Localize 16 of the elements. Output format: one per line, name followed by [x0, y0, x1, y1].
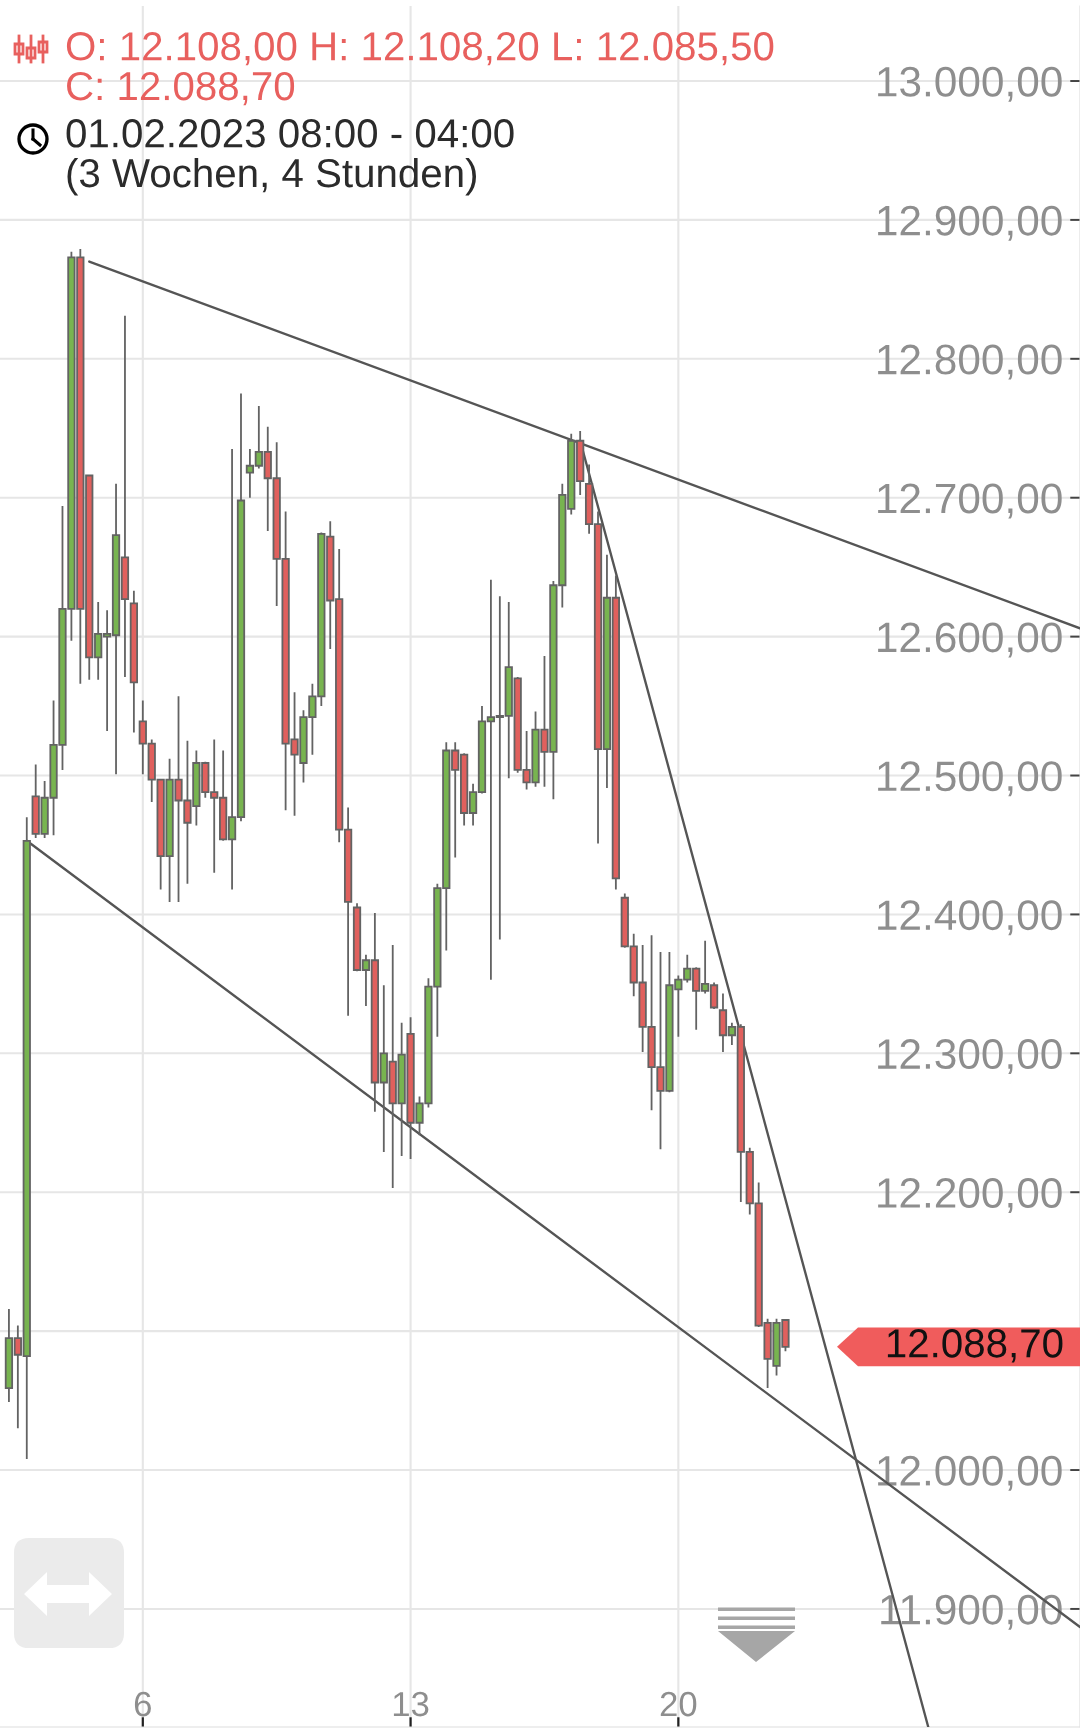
y-tick-label: 12.700,00: [878, 483, 1062, 519]
y-tick-label: 12.200,00: [878, 1178, 1062, 1213]
text: O: 12.108,00 H: 12.108,20 L: 12.085,50 C: 12.088,70: [66, 32, 774, 106]
y-tick-label: 13.000,00: [878, 66, 1062, 102]
x-tick-label: 20: [660, 1691, 697, 1717]
y-tick-label: 12.600,00: [878, 622, 1062, 658]
y-tick-label: 12.400,00: [878, 900, 1062, 936]
y-tick-label: 12.500,00: [878, 761, 1062, 797]
x-tick-label: 6: [134, 1691, 151, 1717]
y-tick-label: 12.800,00: [878, 344, 1062, 380]
y-tick-label: 12.000,00: [878, 1455, 1062, 1491]
y-tick-label: 12.300,00: [878, 1039, 1062, 1075]
annotation: 12.088,70: [887, 1329, 1063, 1363]
y-tick-label: 12.900,00: [878, 205, 1062, 241]
x-tick-label: 13: [393, 1691, 429, 1717]
text: 01.02.2023 08:00 - 04:00 (3 Wochen, 4 Stunden): [66, 119, 514, 196]
